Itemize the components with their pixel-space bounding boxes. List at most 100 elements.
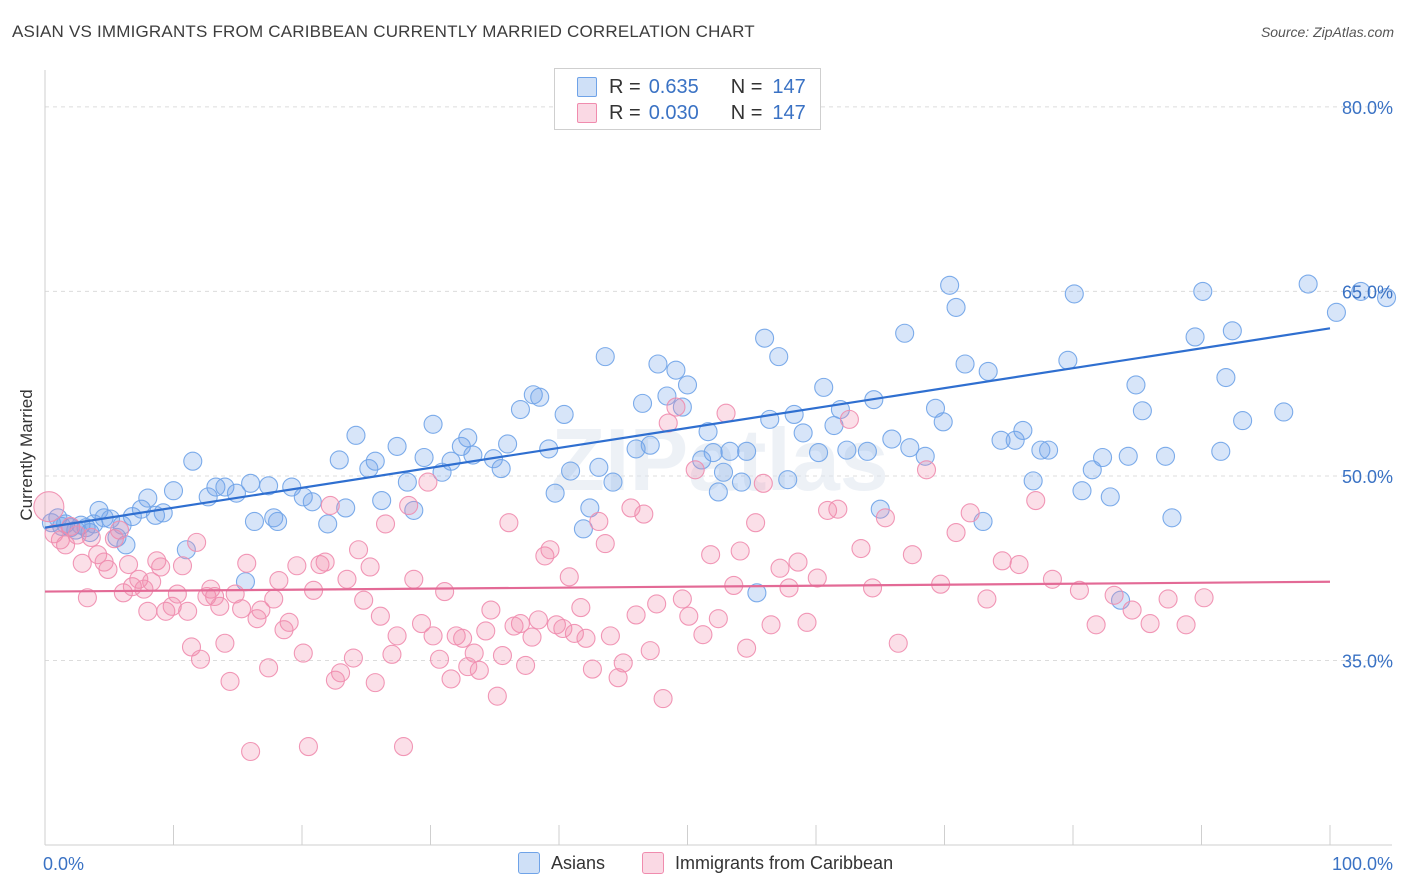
- asians-point: [857, 441, 877, 461]
- trend-layer: [44, 327, 1331, 593]
- caribbean-point: [499, 513, 519, 533]
- asians-point: [720, 441, 740, 461]
- caribbean-point: [916, 460, 937, 480]
- asians-point: [387, 436, 407, 456]
- asians-point: [153, 503, 173, 523]
- asians-point: [793, 423, 813, 443]
- caribbean-point: [429, 649, 450, 669]
- caribbean-point: [441, 669, 461, 689]
- legend-swatch-asians: [577, 77, 597, 97]
- caribbean-point: [118, 554, 139, 575]
- caribbean-point: [464, 643, 484, 663]
- caribbean-point: [237, 553, 257, 573]
- asians-point: [784, 404, 804, 424]
- caribbean-point: [666, 397, 686, 417]
- caribbean-point: [818, 500, 838, 520]
- asians-point: [561, 461, 581, 481]
- asians-point: [241, 473, 261, 493]
- caribbean-point: [653, 689, 673, 709]
- legend-n-value: 147: [772, 101, 806, 124]
- asians-point: [1100, 487, 1120, 507]
- caribbean-point: [365, 673, 385, 693]
- caribbean-point: [330, 663, 351, 683]
- asians-point: [1274, 402, 1294, 422]
- asians-point: [1298, 274, 1318, 294]
- caribbean-point: [435, 582, 455, 602]
- asians-point: [1351, 281, 1371, 301]
- caribbean-point: [807, 568, 827, 588]
- asians-point: [672, 397, 692, 417]
- asians-point: [414, 447, 434, 468]
- caribbean-point: [522, 627, 542, 647]
- caribbean-point: [540, 540, 560, 560]
- asians-point: [603, 472, 623, 492]
- caribbean-point: [1009, 554, 1029, 575]
- series-legend-caribbean[interactable]: Immigrants from Caribbean: [642, 852, 893, 874]
- caribbean-point: [67, 525, 87, 545]
- asians-point: [318, 514, 338, 534]
- asians-point: [978, 361, 998, 381]
- tick-label-layer: 35.0% 50.0% 65.0% 80.0% 0.0% 100.0%: [43, 98, 1393, 874]
- caribbean-point: [399, 495, 419, 516]
- asians-point: [900, 438, 920, 458]
- asians-trendline: [44, 327, 1331, 529]
- caribbean-point: [672, 589, 692, 609]
- caribbean-point: [156, 601, 176, 621]
- asians-point: [595, 347, 615, 367]
- asians-point: [1376, 288, 1397, 308]
- series-legend-asians[interactable]: Asians: [518, 852, 605, 874]
- asians-point: [458, 428, 478, 448]
- caribbean-point: [360, 557, 380, 577]
- caribbean-point: [348, 540, 369, 560]
- caribbean-point: [298, 737, 318, 757]
- watermark: ZIPatlas: [551, 410, 888, 509]
- asians-point: [372, 491, 392, 511]
- caribbean-point: [1026, 491, 1046, 511]
- asians-point: [491, 459, 511, 479]
- caribbean-point: [708, 609, 728, 629]
- asians-point: [1072, 481, 1092, 501]
- caribbean-point: [875, 508, 895, 528]
- y-tick-label: 65.0%: [1342, 282, 1393, 302]
- caribbean-point: [679, 606, 699, 626]
- y-tick-label: 80.0%: [1342, 98, 1393, 118]
- caribbean-point: [382, 644, 402, 664]
- correlation-legend: R = 0.635 N = 147 R = 0.030 N = 147: [554, 68, 821, 130]
- asians-point: [545, 483, 565, 503]
- caribbean-point: [746, 513, 766, 533]
- legend-n-value: 147: [772, 75, 806, 98]
- caribbean-point: [337, 569, 357, 589]
- caribbean-point: [404, 569, 424, 589]
- caribbean-point: [187, 532, 207, 552]
- asians-point: [1222, 321, 1242, 341]
- legend-r-label: R =: [609, 101, 641, 124]
- caribbean-point: [797, 612, 817, 632]
- caribbean-point: [190, 649, 211, 669]
- caribbean-point: [492, 646, 513, 666]
- asians-point: [302, 492, 322, 512]
- asians-point: [915, 446, 935, 466]
- chart-title: ASIAN VS IMMIGRANTS FROM CARIBBEAN CURRE…: [12, 22, 755, 41]
- legend-n-label: N =: [730, 75, 763, 98]
- asians-point: [809, 443, 829, 463]
- caribbean-point: [423, 626, 443, 646]
- caribbean-point: [1086, 615, 1106, 635]
- asians-point: [837, 440, 857, 460]
- asians-point: [580, 498, 600, 518]
- caribbean-point: [564, 623, 584, 643]
- asians-point: [882, 429, 902, 449]
- caribbean-point: [576, 628, 596, 648]
- caribbean-point: [571, 598, 591, 618]
- caribbean-point: [977, 589, 997, 609]
- asians-point: [1162, 508, 1182, 528]
- caribbean-point: [528, 610, 548, 630]
- asians-point: [747, 583, 767, 603]
- asians-point: [1233, 411, 1253, 431]
- caribbean-point: [535, 546, 555, 566]
- asians-point: [1118, 446, 1138, 466]
- asians-point: [259, 476, 279, 496]
- asians-point: [703, 443, 723, 463]
- caribbean-point: [232, 599, 252, 619]
- asians-point: [991, 430, 1011, 450]
